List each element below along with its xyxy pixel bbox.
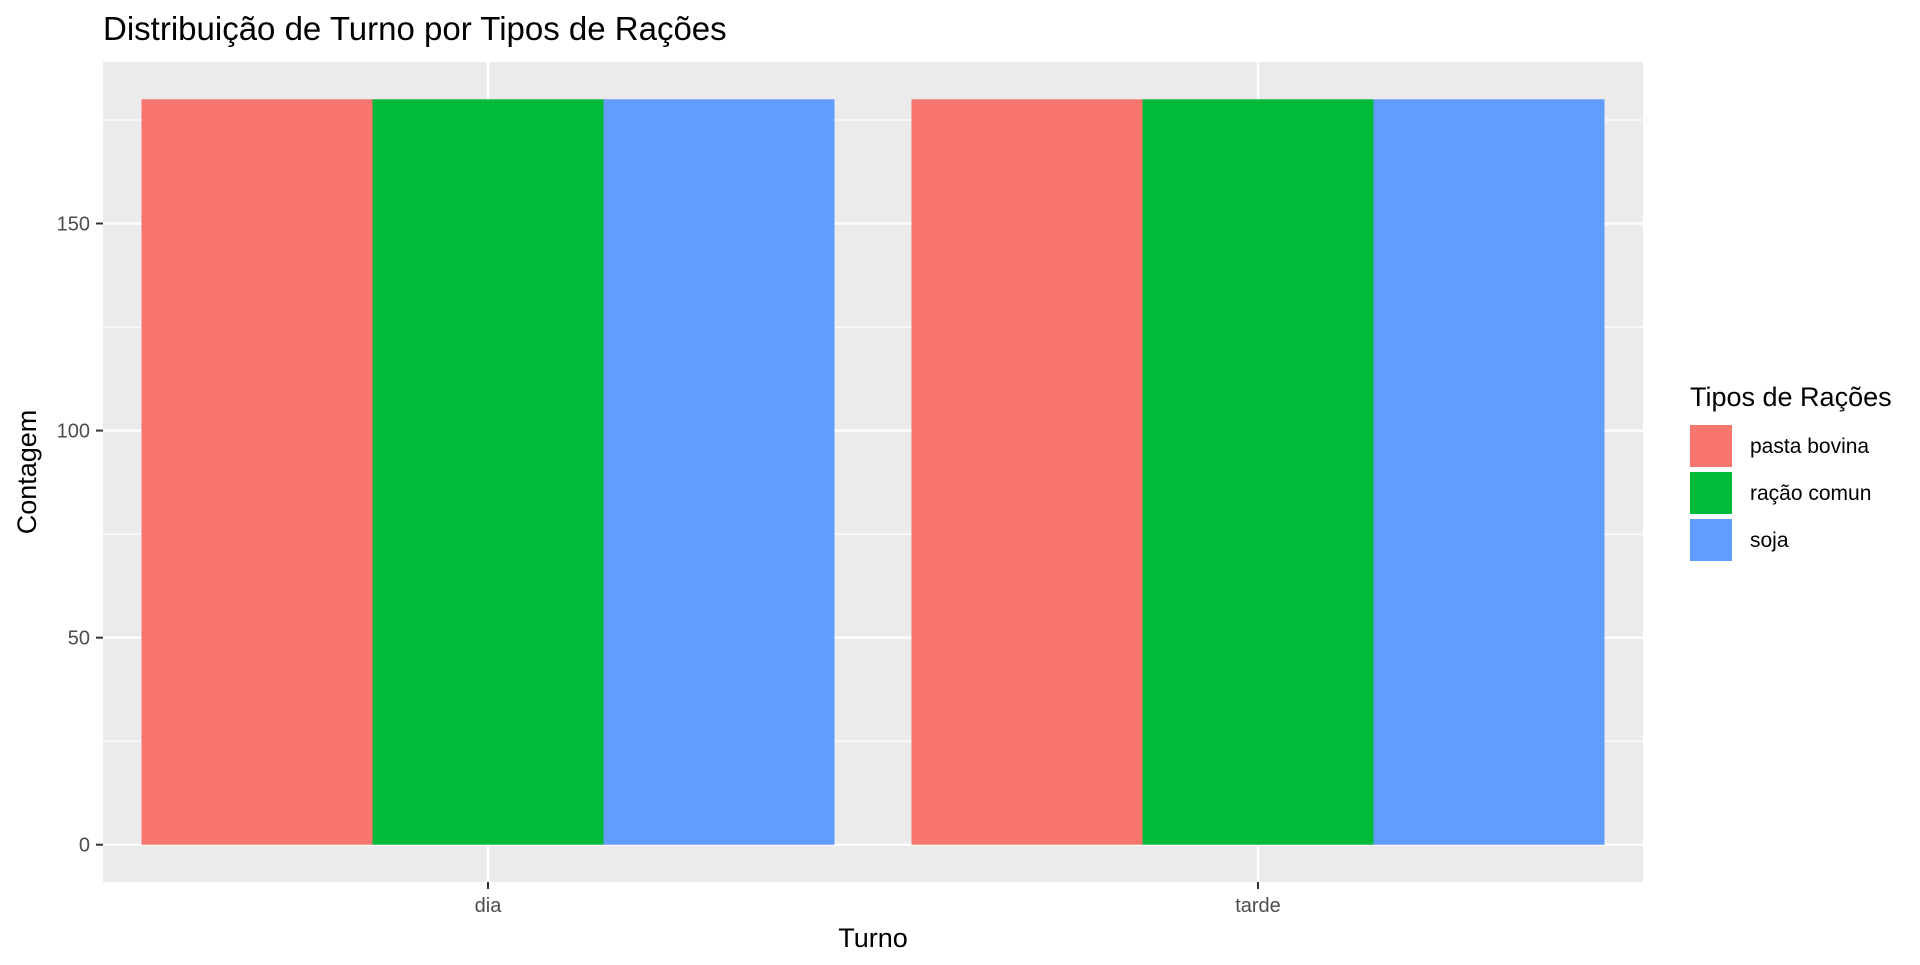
bar (1142, 99, 1374, 845)
legend-label: pasta bovina (1750, 435, 1869, 458)
bar (911, 99, 1143, 845)
legend-label: ração comun (1750, 482, 1871, 505)
bar (1373, 99, 1605, 845)
y-axis-title: Contagem (12, 410, 42, 535)
bar (141, 99, 373, 845)
legend: Tipos de Rações pasta bovina ração comun s… (1690, 382, 1892, 561)
x-tick-label: tarde (1235, 895, 1281, 917)
y-tick-label: 50 (68, 628, 90, 650)
y-tick-label: 0 (79, 835, 90, 857)
legend-key (1690, 519, 1732, 561)
y-tick-label: 150 (57, 214, 90, 236)
legend-key (1690, 425, 1732, 467)
legend-label: soja (1750, 529, 1789, 552)
bars (141, 99, 1605, 845)
x-axis-title: Turno (838, 923, 908, 953)
axes: 0 50 100 150 dia tarde (57, 214, 1281, 917)
chart-title: Distribuição de Turno por Tipos de Raçõe… (103, 10, 727, 47)
y-tick-label: 100 (57, 421, 90, 443)
bar (372, 99, 604, 845)
x-tick-label: dia (475, 895, 503, 917)
legend-key (1690, 472, 1732, 514)
legend-title: Tipos de Rações (1690, 382, 1892, 412)
bar (603, 99, 835, 845)
